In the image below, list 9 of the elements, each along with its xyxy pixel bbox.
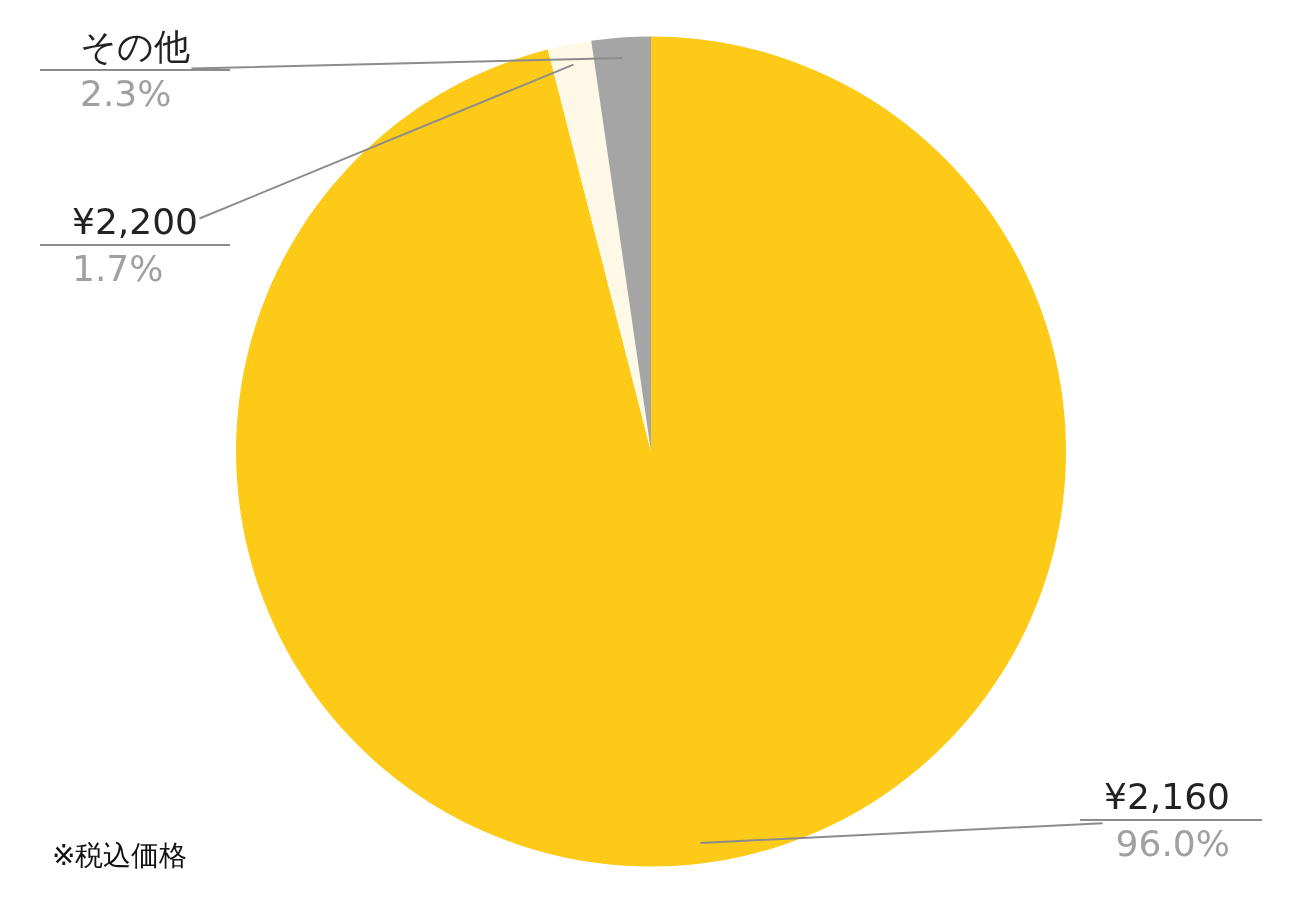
data-label: 1.7% <box>72 247 164 289</box>
data-label: 2.3% <box>80 72 172 114</box>
pie-slice <box>236 36 1066 866</box>
data-label: 96.0% <box>1115 822 1230 864</box>
text: ※税込価格 <box>52 839 188 872</box>
slice-label: その他 <box>80 26 190 67</box>
slice-label: ¥2,160 <box>1104 776 1230 817</box>
slice-label: ¥2,200 <box>72 201 198 242</box>
pie-slice <box>547 40 651 452</box>
